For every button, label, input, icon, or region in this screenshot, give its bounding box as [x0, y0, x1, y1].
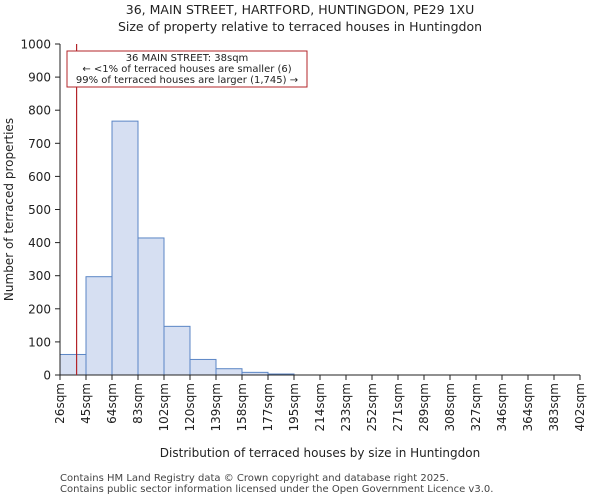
chart-title: 36, MAIN STREET, HARTFORD, HUNTINGDON, P…	[125, 2, 475, 17]
y-tick-label: 300	[28, 269, 51, 283]
bar-120sqm	[189, 358, 217, 376]
y-tick-label: 600	[28, 170, 51, 184]
x-tick-label: 195sqm	[287, 383, 301, 431]
x-tick-label: 308sqm	[443, 383, 457, 431]
annotation-line-2: ← <1% of terraced houses are smaller (6)	[82, 64, 291, 75]
x-tick-label: 83sqm	[131, 383, 145, 424]
x-tick-label: 364sqm	[521, 383, 535, 431]
x-tick-label: 177sqm	[261, 383, 275, 431]
annotation-box	[66, 50, 308, 88]
x-tick-label: 64sqm	[105, 383, 119, 424]
annotation-line-1: 36 MAIN STREET: 38sqm	[126, 53, 249, 64]
x-tick-label: 45sqm	[79, 383, 93, 424]
x-tick-label: 139sqm	[209, 383, 223, 431]
x-ticks-group: 26sqm 45sqm 64sqm 83sqm 102sqm 120sqm 139sqm 15…	[53, 375, 587, 431]
x-tick-label: 233sqm	[339, 383, 353, 431]
y-tick-label: 0	[43, 369, 51, 383]
annotation-line-3: 99% of terraced houses are larger (1,745…	[76, 75, 298, 86]
bar-83sqm	[137, 237, 165, 376]
y-tick-label: 700	[28, 137, 51, 151]
x-tick-label: 402sqm	[573, 383, 587, 431]
x-tick-label: 383sqm	[547, 383, 561, 431]
x-tick-label: 252sqm	[365, 383, 379, 431]
chart-subtitle: Size of property relative to terraced ho…	[117, 19, 483, 34]
y-tick-label: 800	[28, 104, 51, 118]
bar-102sqm	[163, 325, 191, 376]
footer-line-2: Contains public sector information licen…	[60, 484, 494, 495]
histogram-chart: 0 100 200 300 400 500 600 700 800 900 1000 26sqm 45…	[2, 38, 587, 461]
y-tick-label: 400	[28, 236, 51, 250]
y-ticks-group: 0 100 200 300 400 500 600 700 800 900 1000	[20, 38, 60, 383]
footer-line-1: Contains HM Land Registry data © Crown c…	[60, 473, 449, 484]
y-tick-label: 900	[28, 71, 51, 85]
x-tick-label: 271sqm	[391, 383, 405, 431]
bar-64sqm	[111, 120, 139, 376]
x-tick-label: 327sqm	[469, 383, 483, 431]
x-tick-label: 158sqm	[235, 383, 249, 431]
bars-group	[59, 120, 295, 376]
y-tick-label: 500	[28, 203, 51, 217]
y-tick-label: 100	[28, 335, 51, 349]
bar-139sqm	[215, 368, 243, 376]
y-tick-label: 1000	[20, 38, 51, 52]
x-tick-label: 346sqm	[495, 383, 509, 431]
x-tick-label: 26sqm	[53, 383, 67, 424]
y-axis-label: Number of terraced properties	[2, 118, 16, 301]
x-tick-label: 102sqm	[157, 383, 171, 431]
x-tick-label: 214sqm	[313, 383, 327, 431]
bar-45sqm	[85, 276, 113, 376]
bar-26sqm	[59, 353, 87, 376]
x-tick-label: 120sqm	[183, 383, 197, 431]
y-tick-label: 200	[28, 302, 51, 316]
x-axis-label: Distribution of terraced houses by size …	[160, 446, 480, 460]
x-tick-label: 289sqm	[417, 383, 431, 431]
